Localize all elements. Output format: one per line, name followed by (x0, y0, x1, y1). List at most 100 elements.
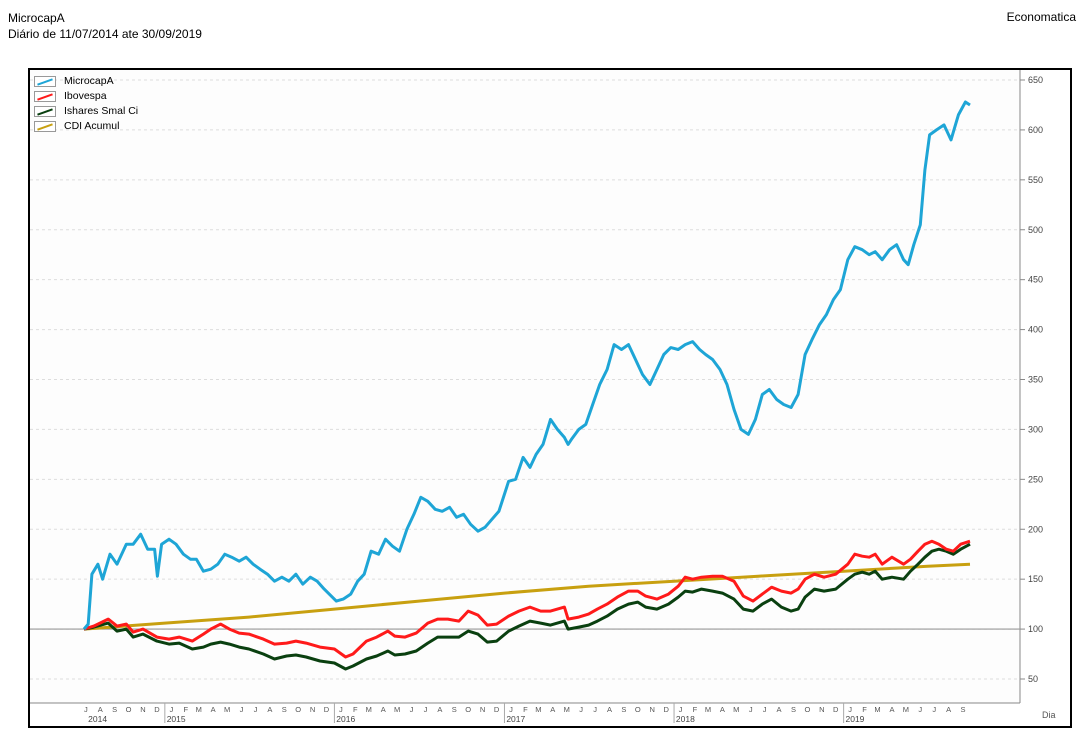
month-tick-label: M (224, 705, 230, 714)
month-tick-label: A (98, 705, 103, 714)
month-tick-label: J (339, 705, 343, 714)
series-line-ibovespa (83, 539, 971, 659)
year-label: 2017 (506, 714, 525, 724)
year-label: 2016 (336, 714, 355, 724)
month-tick-label: F (353, 705, 358, 714)
year-label: 2018 (676, 714, 695, 724)
month-tick-label: N (480, 705, 485, 714)
month-tick-label: A (777, 705, 782, 714)
year-label: 2015 (167, 714, 186, 724)
month-tick-label: M (196, 705, 202, 714)
month-tick-label: A (946, 705, 951, 714)
month-tick-label: A (381, 705, 386, 714)
month-tick-label: O (465, 705, 471, 714)
legend-item: Ibovespa (34, 89, 138, 104)
month-tick-label: S (961, 705, 966, 714)
month-tick-label: O (295, 705, 301, 714)
month-tick-label: J (169, 705, 173, 714)
y-tick-label: 500 (1028, 225, 1043, 235)
month-tick-label: J (579, 705, 583, 714)
y-tick-label: 200 (1028, 524, 1043, 534)
legend-item: CDI Acumul (34, 119, 138, 134)
legend-label: Ibovespa (64, 90, 107, 102)
legend-swatch (34, 106, 56, 117)
y-tick-label: 300 (1028, 424, 1043, 434)
month-tick-label: N (140, 705, 145, 714)
month-tick-label: D (154, 705, 160, 714)
month-tick-label: F (523, 705, 528, 714)
month-tick-label: O (635, 705, 641, 714)
month-tick-label: J (918, 705, 922, 714)
y-tick-label: 150 (1028, 574, 1043, 584)
x-unit-label: Dia (1042, 710, 1056, 720)
year-label: 2019 (845, 714, 864, 724)
legend-swatch (34, 121, 56, 132)
month-tick-label: J (848, 705, 852, 714)
y-tick-label: 650 (1028, 75, 1043, 85)
chart-title: MicrocapA (8, 11, 65, 25)
series-line-cdi-acumul (83, 562, 971, 631)
month-tick-label: D (833, 705, 839, 714)
legend-label: CDI Acumul (64, 120, 120, 132)
y-tick-label: 600 (1028, 125, 1043, 135)
month-tick-label: M (705, 705, 711, 714)
month-tick-label: J (410, 705, 414, 714)
month-tick-label: M (564, 705, 570, 714)
month-tick-label: J (593, 705, 597, 714)
month-tick-label: J (240, 705, 244, 714)
month-tick-label: A (211, 705, 216, 714)
month-tick-label: F (693, 705, 698, 714)
legend-swatch (34, 76, 56, 87)
y-tick-label: 350 (1028, 375, 1043, 385)
month-tick-label: A (267, 705, 272, 714)
chart-legend: MicrocapA Ibovespa Ishares Smal Ci CDI Acum… (34, 74, 138, 134)
brand-label: Economatica (1006, 10, 1076, 24)
y-tick-label: 250 (1028, 474, 1043, 484)
month-tick-label: M (366, 705, 372, 714)
series-line-microcapa (82, 100, 971, 631)
month-tick-label: D (663, 705, 669, 714)
month-tick-label: D (324, 705, 330, 714)
legend-label: Ishares Smal Ci (64, 105, 139, 117)
month-tick-label: F (183, 705, 188, 714)
year-label: 2014 (88, 714, 107, 724)
y-tick-label: 50 (1028, 674, 1038, 684)
month-tick-label: A (550, 705, 555, 714)
y-tick-label: 400 (1028, 325, 1043, 335)
month-tick-label: M (733, 705, 739, 714)
month-tick-label: O (126, 705, 132, 714)
month-tick-label: J (509, 705, 513, 714)
y-tick-label: 100 (1028, 624, 1043, 634)
month-tick-label: S (452, 705, 457, 714)
month-tick-label: J (84, 705, 88, 714)
month-tick-label: J (254, 705, 258, 714)
legend-swatch (34, 91, 56, 102)
y-tick-label: 450 (1028, 275, 1043, 285)
month-tick-label: J (932, 705, 936, 714)
month-tick-label: N (310, 705, 315, 714)
month-tick-label: M (394, 705, 400, 714)
month-tick-label: J (679, 705, 683, 714)
month-tick-label: M (535, 705, 541, 714)
plot-area (30, 70, 1020, 703)
month-tick-label: J (749, 705, 753, 714)
chart-subtitle: Diário de 11/07/2014 ate 30/09/2019 (8, 27, 202, 41)
month-tick-label: M (874, 705, 880, 714)
month-tick-label: S (282, 705, 287, 714)
chart-frame (28, 68, 1072, 728)
month-tick-label: J (763, 705, 767, 714)
month-tick-label: M (903, 705, 909, 714)
month-tick-label: A (720, 705, 725, 714)
month-tick-label: A (889, 705, 894, 714)
month-tick-label: J (424, 705, 428, 714)
legend-label: MicrocapA (64, 75, 114, 87)
month-tick-label: A (607, 705, 612, 714)
chart-header: MicrocapA Diário de 11/07/2014 ate 30/09… (8, 10, 202, 42)
month-tick-label: A (437, 705, 442, 714)
month-tick-label: S (112, 705, 117, 714)
legend-item: MicrocapA (34, 74, 138, 89)
month-tick-label: S (791, 705, 796, 714)
month-tick-label: S (621, 705, 626, 714)
month-tick-label: D (494, 705, 500, 714)
